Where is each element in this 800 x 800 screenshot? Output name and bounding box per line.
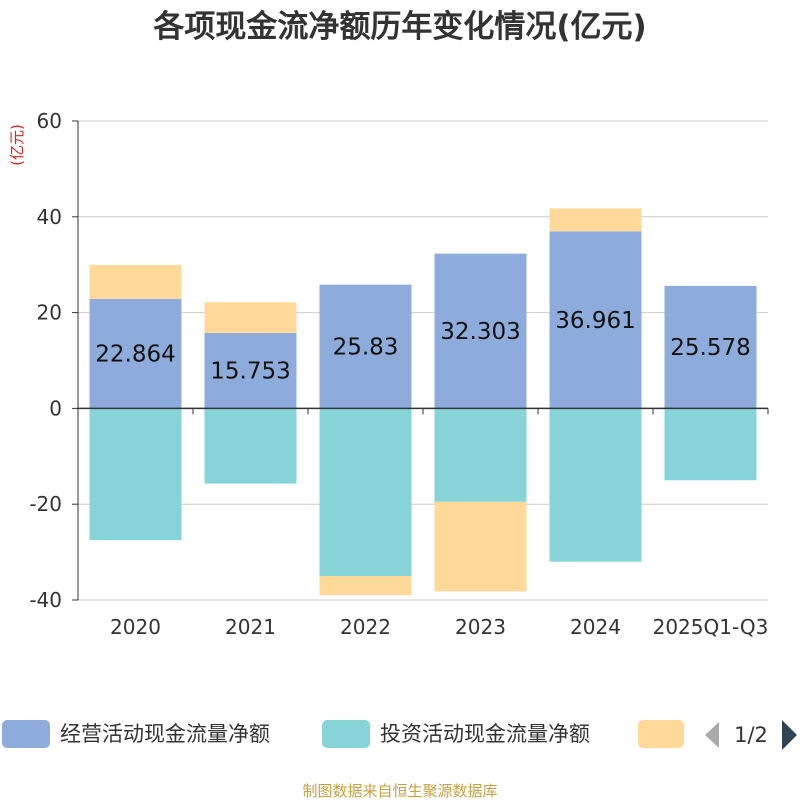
chart-title: 各项现金流净额历年变化情况(亿元) xyxy=(152,9,646,45)
bar-segment[interactable] xyxy=(549,231,642,409)
x-tick-label: 2022 xyxy=(340,615,391,639)
data-label: 25.578 xyxy=(670,335,750,361)
bar-segment[interactable] xyxy=(89,264,182,299)
bar-segment[interactable] xyxy=(319,284,412,409)
data-label: 32.303 xyxy=(440,319,520,345)
bars xyxy=(89,208,757,596)
legend-next-page-icon[interactable] xyxy=(782,720,797,750)
bar-segment[interactable] xyxy=(434,253,527,409)
y-tick-label: -20 xyxy=(29,492,62,516)
bar-segment[interactable] xyxy=(204,302,297,333)
x-tick-label: 2025Q1-Q3 xyxy=(653,615,769,639)
bar-segment[interactable] xyxy=(664,285,757,409)
gridlines xyxy=(78,120,768,601)
bar-segment[interactable] xyxy=(434,501,527,592)
legend-swatch-other xyxy=(638,720,684,748)
bar-segment[interactable] xyxy=(319,408,412,577)
bar-segment[interactable] xyxy=(204,408,297,484)
legend-label-investing: 投资活动现金流量净额 xyxy=(380,722,590,746)
legend-page-indicator: 1/2 xyxy=(734,723,768,747)
x-tick-label: 2021 xyxy=(225,615,276,639)
legend-prev-page-icon[interactable] xyxy=(705,722,719,748)
y-tick-label: 40 xyxy=(37,205,62,229)
bar-segment[interactable] xyxy=(549,208,642,232)
bar-segment[interactable] xyxy=(89,298,182,409)
y-axis-unit: (亿元) xyxy=(8,124,26,166)
y-tick-label: 0 xyxy=(49,396,62,420)
bar-segment[interactable] xyxy=(89,408,182,541)
bar-segment[interactable] xyxy=(434,408,527,502)
bar-segment[interactable] xyxy=(664,408,757,481)
legend-item-other[interactable] xyxy=(638,720,684,748)
x-tick-label: 2024 xyxy=(570,615,621,639)
legend: 经营活动现金流量净额 投资活动现金流量净额 1/2 xyxy=(2,720,797,750)
data-label: 15.753 xyxy=(210,359,290,385)
legend-swatch-investing xyxy=(322,720,370,748)
data-label: 22.864 xyxy=(95,342,175,368)
bar-segment[interactable] xyxy=(204,332,297,409)
data-label: 25.83 xyxy=(333,335,399,361)
x-tick-label: 2020 xyxy=(110,615,161,639)
data-label: 36.961 xyxy=(555,308,635,334)
legend-label-operating: 经营活动现金流量净额 xyxy=(60,722,270,746)
bar-segment[interactable] xyxy=(319,576,412,596)
legend-item-investing[interactable]: 投资活动现金流量净额 xyxy=(322,720,590,748)
footer-source: 制图数据来自恒生聚源数据库 xyxy=(302,782,497,800)
y-tick-label: 20 xyxy=(37,301,62,325)
legend-item-operating[interactable]: 经营活动现金流量净额 xyxy=(2,720,270,748)
data-labels: 22.864 15.753 25.83 32.303 36.961 25.578 xyxy=(95,308,750,385)
y-tick-label: 60 xyxy=(37,109,62,133)
bar-segment[interactable] xyxy=(549,408,642,562)
x-tick-label: 2023 xyxy=(455,615,506,639)
axes: 60 40 20 0 -20 -40 2020 2021 2022 2023 2024 2025Q1-… xyxy=(29,109,769,639)
y-tick-label: -40 xyxy=(29,588,62,612)
legend-swatch-operating xyxy=(2,720,50,748)
